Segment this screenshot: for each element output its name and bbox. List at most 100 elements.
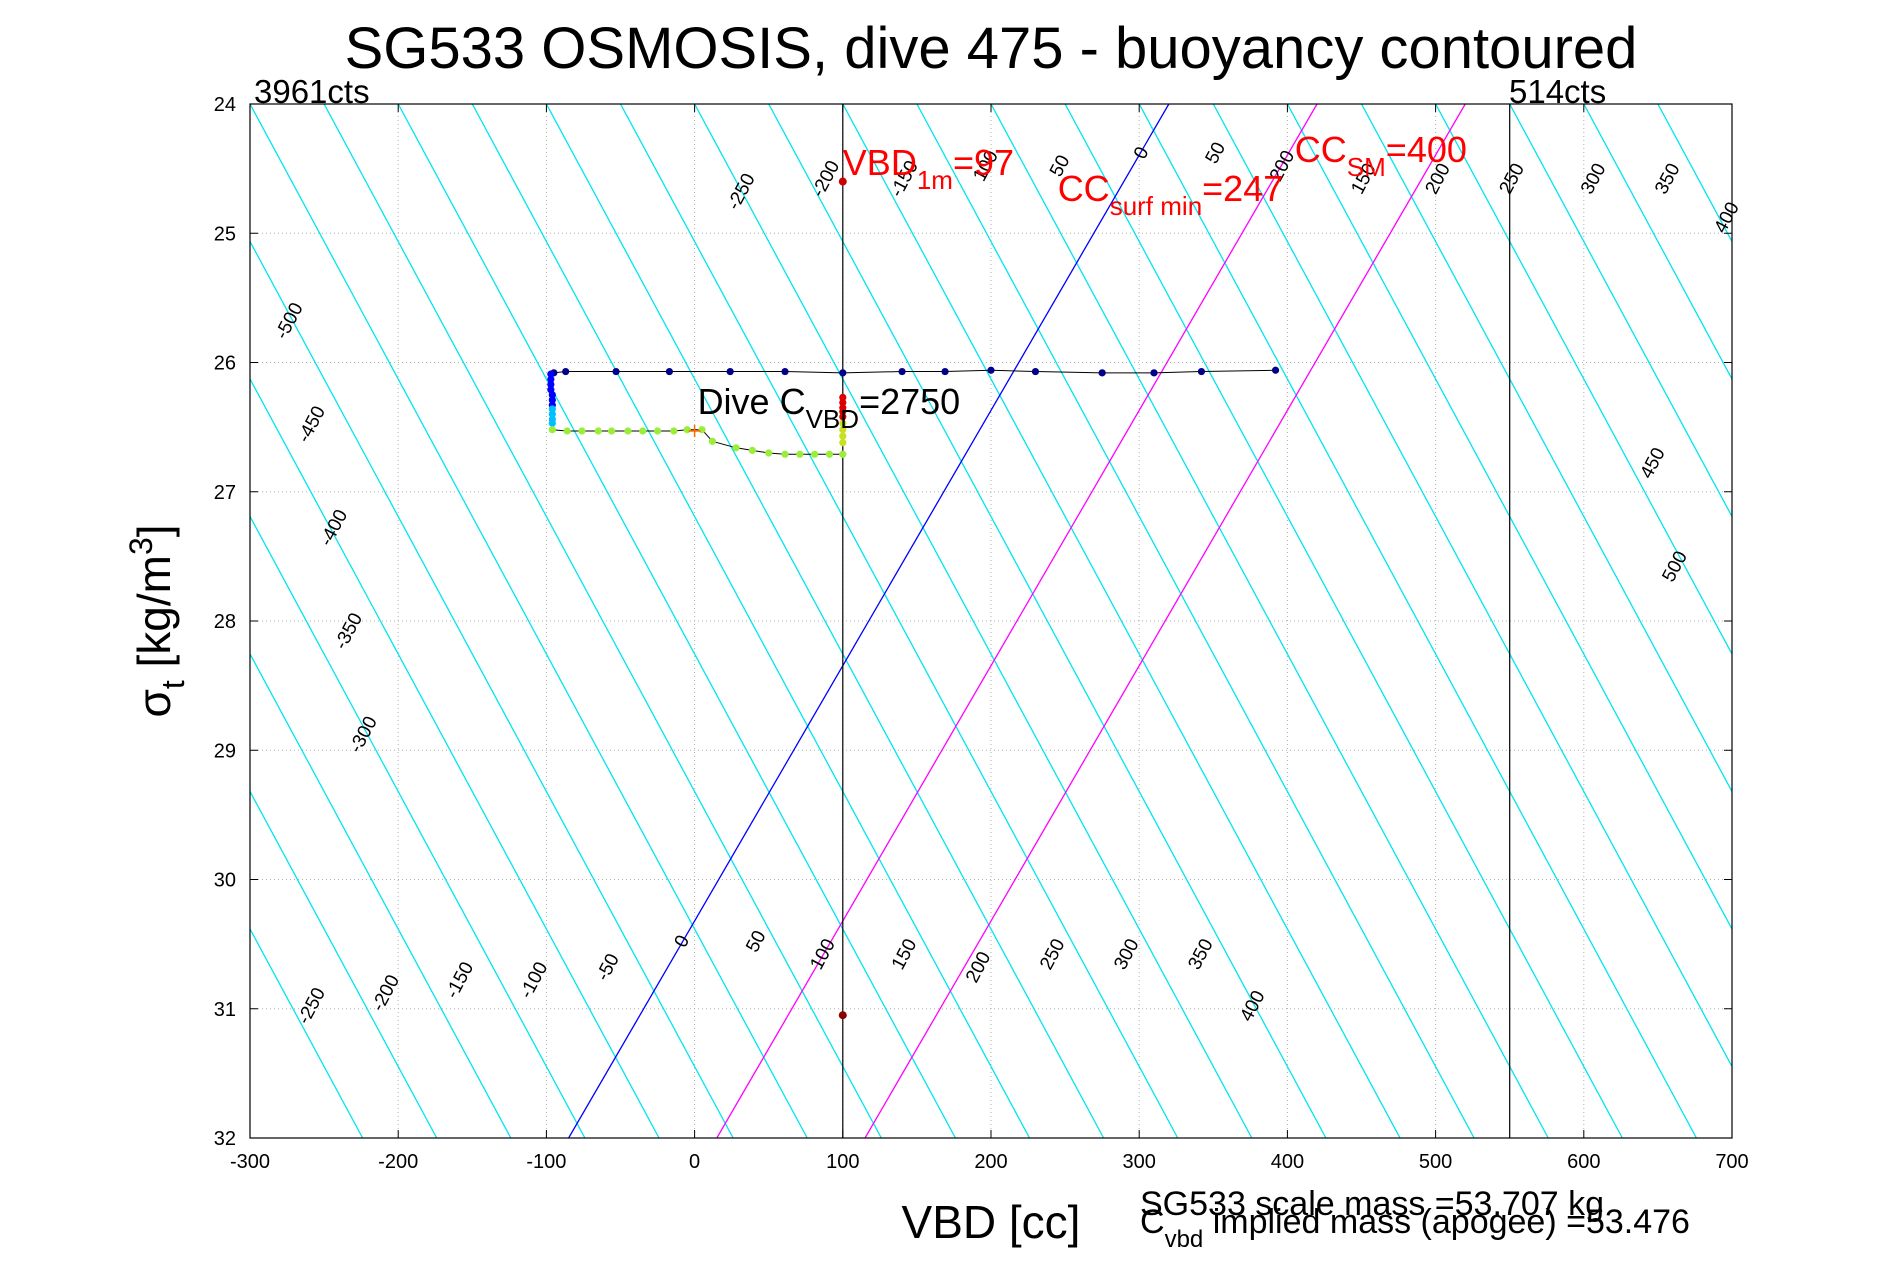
y-axis-label: σt [kg/m3] (123, 524, 191, 717)
y-tick-label: 26 (214, 353, 236, 375)
contour-line (397, 104, 957, 1138)
footer-implied-mass: Cvbd implied mass (apogee) =53.476 (1140, 1203, 1690, 1253)
y-tick-label: 32 (214, 1128, 236, 1150)
y-tick-label: 29 (214, 740, 236, 762)
contour-line (694, 104, 1253, 1138)
series-point (839, 398, 847, 407)
x-tick-label: 400 (1271, 1151, 1304, 1173)
series-point (765, 449, 773, 457)
annotation: Dive CVBD=2750 (698, 381, 961, 434)
series-point (548, 405, 556, 413)
series-point (548, 391, 556, 399)
series-point (548, 426, 556, 434)
footer-implied-mass-value: implied mass (apogee) =53.476 (1203, 1203, 1690, 1241)
y-tick-label: 24 (214, 94, 236, 116)
x-axis-ticks: -300 -200 -100 0 100 200 300 400 500 600 700 (230, 104, 1749, 1173)
annotation-main: CC (1058, 168, 1110, 209)
contour-line (1064, 104, 1623, 1138)
annotation-sub: VBD (806, 404, 859, 434)
series-point (839, 404, 847, 412)
series-point (839, 369, 847, 377)
series-point (653, 427, 662, 435)
annotation-value: =247 (1202, 168, 1283, 209)
y-tick-label: 28 (214, 611, 236, 633)
x-tick-label: 700 (1715, 1151, 1748, 1173)
contour-line (323, 104, 882, 1138)
marker-dot (838, 177, 847, 186)
contour-line (250, 104, 808, 1138)
annotation-value: =400 (1386, 129, 1467, 170)
reference-lines (568, 104, 1466, 1138)
series-point (708, 437, 716, 445)
series-point (732, 444, 740, 452)
series-point (726, 367, 734, 376)
series-point (612, 367, 620, 376)
y-tick-label: 27 (214, 482, 236, 504)
y-tick-label: 25 (214, 223, 236, 245)
series-point (624, 427, 632, 435)
vertical-limit-lines (842, 104, 1511, 1138)
x-tick-label: 0 (689, 1151, 700, 1173)
series-point (665, 367, 674, 376)
series-point (639, 427, 647, 435)
y-axis-label-unit: [kg/m (128, 555, 180, 680)
x-tick-label: 200 (974, 1151, 1007, 1173)
y-axis-label-close: ] (128, 524, 180, 537)
y-axis-label-base: σ (128, 689, 180, 717)
x-tick-label: -200 (378, 1151, 418, 1173)
reference-line (716, 104, 1318, 1138)
series-point (839, 450, 847, 458)
count-label-left: 3961cts (254, 73, 370, 110)
reference-line (864, 104, 1466, 1138)
footer-implied-mass-symbol: C (1140, 1203, 1165, 1241)
series-point (811, 450, 819, 458)
series-point (839, 419, 847, 427)
annotation-main: VBD (843, 142, 917, 183)
footer-implied-mass-sub: vbd (1165, 1226, 1204, 1253)
contour-line (1880, 104, 1891, 1138)
series-point (898, 367, 906, 376)
x-tick-label: 500 (1419, 1151, 1452, 1173)
series-point (698, 426, 706, 434)
contour-line (250, 790, 438, 1138)
series-point (548, 419, 556, 427)
series-point (548, 410, 556, 418)
series-point (670, 427, 678, 435)
annotation-value: =97 (953, 142, 1014, 183)
y-tick-label: 30 (214, 870, 236, 892)
annotation: CCsurf min=247 (1058, 168, 1284, 221)
contour-line (250, 652, 512, 1138)
series-point (1031, 367, 1040, 376)
series-point (547, 370, 555, 378)
marker-dot (838, 1011, 847, 1020)
annotation-sub: 1m (917, 165, 953, 195)
y-axis-label-sub: t (155, 680, 191, 689)
series-point (839, 393, 847, 401)
x-tick-label: -300 (230, 1151, 270, 1173)
y-tick-label: 31 (214, 999, 236, 1021)
series-point (1197, 367, 1206, 376)
series-point (1098, 369, 1106, 377)
reference-line (568, 104, 1170, 1138)
series-point (547, 380, 555, 389)
series-point (594, 427, 602, 435)
series-point (839, 413, 847, 421)
contour-line (768, 104, 1327, 1138)
contour-line (1360, 104, 1732, 793)
contour-line (250, 515, 586, 1138)
footer-scale-mass: SG533 scale mass =53.707 kg (1140, 1185, 1604, 1223)
x-tick-label: 600 (1567, 1151, 1600, 1173)
buoyancy-contours (250, 104, 1891, 1138)
contour-line (990, 104, 1549, 1138)
contour-line (1731, 104, 1732, 106)
annotation-main: Dive C (698, 381, 806, 422)
annotation-sub: SM (1347, 152, 1386, 182)
series-point (987, 366, 995, 374)
annotation: CCSM=400 (1295, 129, 1467, 182)
annotation-sub: surf min (1110, 191, 1202, 221)
x-tick-label: 100 (826, 1151, 859, 1173)
series-point (563, 427, 571, 435)
x-tick-label: 300 (1123, 1151, 1156, 1173)
